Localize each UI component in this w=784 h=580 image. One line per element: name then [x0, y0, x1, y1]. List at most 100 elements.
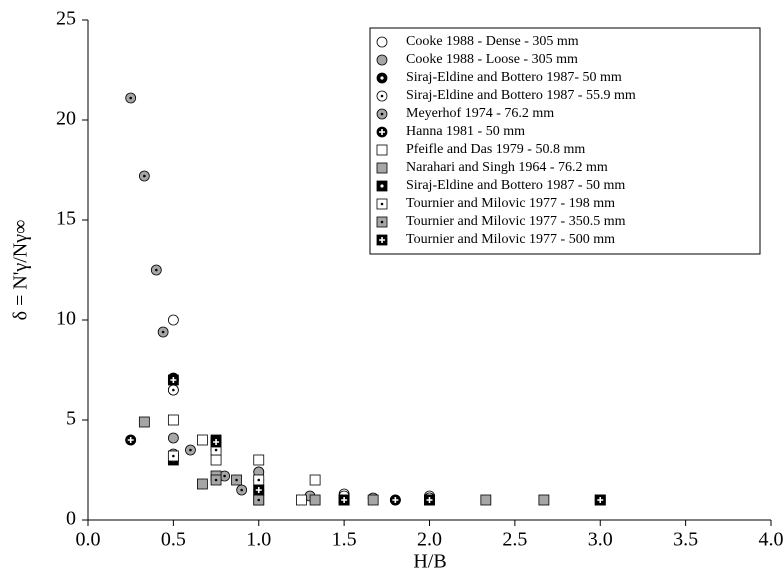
- marker-shape: [480, 494, 492, 506]
- marker: [210, 436, 222, 448]
- marker: [376, 126, 388, 138]
- marker-shape: [309, 494, 321, 506]
- marker-dot: [189, 448, 192, 452]
- marker: [480, 494, 492, 506]
- marker: [389, 494, 401, 506]
- marker: [253, 494, 265, 506]
- marker-cross: [213, 439, 220, 445]
- marker: [376, 108, 388, 120]
- marker-cross: [341, 497, 348, 503]
- marker: [167, 414, 179, 426]
- marker: [150, 264, 162, 276]
- marker-dot: [129, 96, 132, 100]
- marker-dot: [143, 174, 146, 178]
- legend-label: Hanna 1981 - 50 mm: [406, 124, 525, 139]
- legend-label: Siraj-Eldine and Bottero 1987- 50 mm: [406, 70, 622, 85]
- marker-shape: [376, 36, 388, 48]
- marker: [424, 494, 435, 506]
- marker-cross: [597, 497, 604, 503]
- marker: [138, 170, 150, 182]
- marker-dot: [223, 474, 226, 478]
- marker: [253, 454, 265, 466]
- legend-label: Cooke 1988 - Loose - 305 mm: [406, 52, 578, 67]
- marker: [125, 434, 137, 446]
- marker-cross: [255, 487, 262, 493]
- marker: [197, 434, 208, 446]
- marker-dot: [235, 478, 238, 482]
- y-tick-label: 15: [56, 208, 76, 230]
- marker: [594, 494, 606, 506]
- marker: [210, 474, 222, 486]
- marker: [167, 432, 179, 444]
- legend-label: Tournier and Milovic 1977 - 350.5 mm: [406, 214, 626, 229]
- legend-label: Tournier and Milovic 1977 - 500 mm: [406, 232, 615, 247]
- marker-shape: [138, 416, 150, 428]
- marker-dot: [380, 94, 384, 98]
- marker: [167, 450, 179, 462]
- marker-dot: [214, 448, 218, 452]
- x-tick-label: 0.5: [161, 529, 186, 551]
- marker-dot: [380, 112, 384, 116]
- marker-cross: [127, 437, 134, 443]
- marker: [309, 474, 321, 486]
- marker-dot: [380, 184, 384, 188]
- marker: [157, 326, 169, 338]
- legend-label: Siraj-Eldine and Bottero 1987 - 50 mm: [406, 178, 625, 193]
- marker-dot: [214, 478, 218, 482]
- marker-dot: [380, 220, 384, 224]
- marker: [185, 444, 196, 456]
- marker-shape: [253, 454, 265, 466]
- marker: [167, 314, 179, 326]
- marker-cross: [426, 497, 433, 503]
- legend-label: Tournier and Milovic 1977 - 198 mm: [406, 196, 615, 211]
- x-tick-label: 1.0: [246, 529, 271, 551]
- marker: [538, 494, 550, 506]
- marker-dot: [380, 76, 384, 80]
- x-tick-label: 1.5: [332, 529, 357, 551]
- marker-shape: [376, 162, 388, 174]
- marker: [376, 162, 388, 174]
- marker-shape: [367, 494, 379, 506]
- marker: [367, 494, 379, 506]
- y-tick-label: 25: [56, 8, 76, 30]
- marker: [219, 470, 231, 482]
- marker: [376, 90, 388, 102]
- marker-shape: [167, 414, 179, 426]
- marker-cross: [392, 497, 399, 503]
- x-axis-label: H/B: [413, 551, 446, 573]
- x-tick-label: 2.0: [417, 529, 442, 551]
- marker: [210, 454, 222, 466]
- marker: [167, 374, 179, 386]
- marker-cross: [379, 129, 385, 135]
- legend-label: Narahari and Singh 1964 - 76.2 mm: [406, 160, 608, 175]
- marker: [376, 180, 388, 192]
- marker: [253, 474, 265, 486]
- marker: [376, 144, 388, 156]
- marker: [236, 484, 248, 496]
- marker: [125, 92, 137, 104]
- marker: [376, 216, 388, 228]
- marker-dot: [172, 388, 175, 392]
- marker: [296, 494, 307, 506]
- marker-dot: [380, 202, 384, 206]
- marker: [253, 484, 265, 496]
- marker-shape: [167, 314, 179, 326]
- marker: [376, 36, 388, 48]
- legend-label: Siraj-Eldine and Bottero 1987 - 55.9 mm: [406, 88, 636, 103]
- marker-cross: [170, 377, 177, 383]
- y-tick-label: 0: [66, 508, 76, 530]
- x-tick-label: 2.5: [502, 529, 527, 551]
- y-tick-label: 20: [56, 108, 76, 130]
- y-tick-label: 10: [56, 308, 76, 330]
- marker: [376, 54, 388, 66]
- marker-dot: [257, 478, 261, 482]
- marker-dot: [240, 488, 243, 492]
- marker-dot: [257, 498, 261, 502]
- marker: [167, 384, 179, 396]
- marker-dot: [155, 268, 158, 272]
- marker: [376, 72, 388, 84]
- marker: [376, 234, 388, 246]
- marker-dot: [161, 330, 165, 334]
- x-tick-label: 3.0: [588, 529, 613, 551]
